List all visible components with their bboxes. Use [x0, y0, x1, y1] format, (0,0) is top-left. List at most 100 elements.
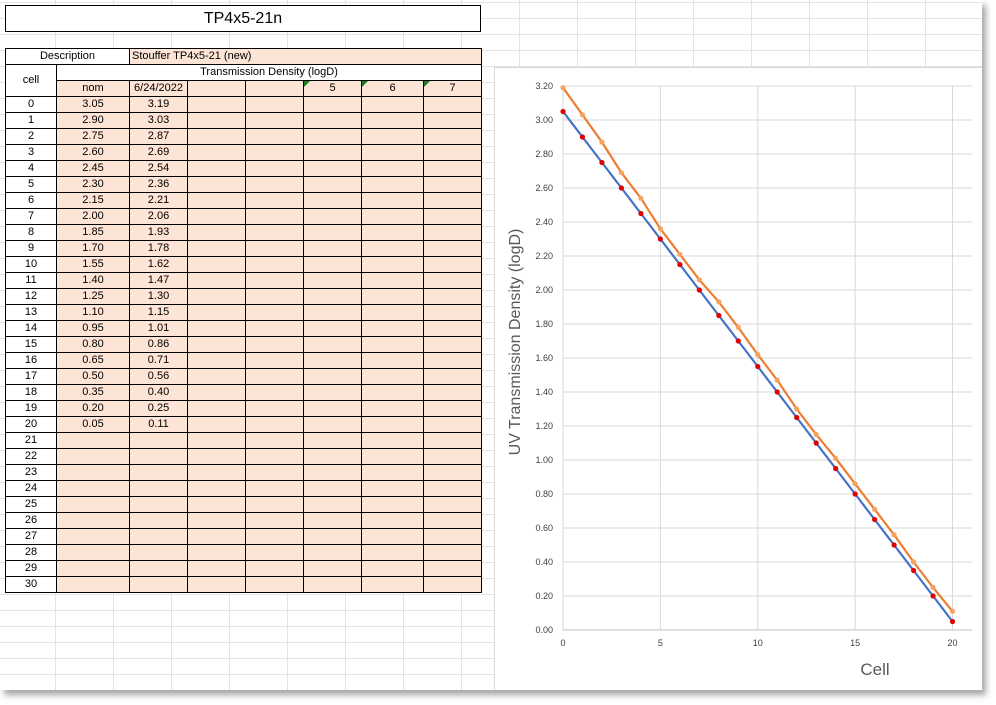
row-empty-cell[interactable]	[303, 384, 362, 401]
series-0-point[interactable]	[833, 465, 839, 472]
row-empty-cell[interactable]	[245, 192, 304, 209]
row-empty-cell[interactable]	[303, 448, 362, 465]
row-empty-cell[interactable]	[187, 304, 246, 321]
row-measured-value[interactable]	[129, 496, 188, 513]
row-empty-cell[interactable]	[361, 464, 424, 481]
row-empty-cell[interactable]	[303, 272, 362, 289]
row-cell-number[interactable]: 24	[5, 480, 57, 497]
row-empty-cell[interactable]	[423, 208, 482, 225]
row-nom-value[interactable]: 1.10	[56, 304, 130, 321]
row-empty-cell[interactable]	[245, 480, 304, 497]
row-measured-value[interactable]: 1.78	[129, 240, 188, 257]
series-1-point[interactable]	[872, 506, 878, 512]
row-empty-cell[interactable]	[303, 496, 362, 513]
row-empty-cell[interactable]	[361, 496, 424, 513]
row-measured-value[interactable]: 1.93	[129, 224, 188, 241]
row-empty-cell[interactable]	[361, 416, 424, 433]
row-empty-cell[interactable]	[361, 512, 424, 529]
series-0-point[interactable]	[638, 210, 644, 217]
row-nom-value[interactable]	[56, 432, 130, 449]
row-nom-value[interactable]: 2.60	[56, 144, 130, 161]
row-empty-cell[interactable]	[245, 512, 304, 529]
row-nom-value[interactable]	[56, 576, 130, 593]
row-empty-cell[interactable]	[245, 432, 304, 449]
row-measured-value[interactable]: 0.86	[129, 336, 188, 353]
row-empty-cell[interactable]	[423, 96, 482, 113]
row-empty-cell[interactable]	[187, 480, 246, 497]
row-empty-cell[interactable]	[423, 576, 482, 593]
row-cell-number[interactable]: 1	[5, 112, 57, 129]
row-measured-value[interactable]: 1.30	[129, 288, 188, 305]
sheet-title[interactable]: TP4x5-21n	[5, 5, 481, 32]
row-empty-cell[interactable]	[361, 320, 424, 337]
row-empty-cell[interactable]	[423, 400, 482, 417]
row-measured-value[interactable]: 0.11	[129, 416, 188, 433]
row-cell-number[interactable]: 6	[5, 192, 57, 209]
row-nom-value[interactable]: 0.80	[56, 336, 130, 353]
row-nom-value[interactable]: 1.40	[56, 272, 130, 289]
row-cell-number[interactable]: 9	[5, 240, 57, 257]
row-empty-cell[interactable]	[423, 192, 482, 209]
row-empty-cell[interactable]	[361, 352, 424, 369]
row-empty-cell[interactable]	[361, 304, 424, 321]
row-empty-cell[interactable]	[423, 272, 482, 289]
series-0-point[interactable]	[774, 389, 780, 395]
row-empty-cell[interactable]	[187, 560, 246, 577]
series-1-point[interactable]	[794, 406, 800, 412]
row-empty-cell[interactable]	[187, 368, 246, 385]
series-0-point[interactable]	[735, 338, 741, 344]
series-1-point[interactable]	[599, 139, 605, 145]
row-nom-value[interactable]: 2.15	[56, 192, 130, 209]
density-chart[interactable]: 0.00 0.20 0.40 0.60 0.80 1.00 1.20 1.40 1.60 1.80…	[494, 67, 982, 690]
row-empty-cell[interactable]	[423, 336, 482, 353]
row-empty-cell[interactable]	[423, 224, 482, 241]
series-0-point[interactable]	[755, 363, 761, 370]
row-nom-value[interactable]: 0.50	[56, 368, 130, 385]
row-empty-cell[interactable]	[303, 528, 362, 545]
row-empty-cell[interactable]	[423, 528, 482, 545]
row-nom-value[interactable]	[56, 528, 130, 545]
row-empty-cell[interactable]	[245, 464, 304, 481]
row-empty-cell[interactable]	[245, 224, 304, 241]
series-0-point[interactable]	[618, 185, 625, 191]
row-empty-cell[interactable]	[187, 128, 246, 145]
row-empty-cell[interactable]	[303, 464, 362, 481]
series-1-point[interactable]	[560, 85, 566, 91]
row-cell-number[interactable]: 11	[5, 272, 57, 289]
row-cell-number[interactable]: 22	[5, 448, 57, 465]
row-empty-cell[interactable]	[187, 576, 246, 593]
row-empty-cell[interactable]	[245, 544, 304, 561]
row-cell-number[interactable]: 28	[5, 544, 57, 561]
series-1-point[interactable]	[716, 299, 722, 305]
row-empty-cell[interactable]	[303, 416, 362, 433]
series-1-point[interactable]	[657, 226, 663, 232]
row-empty-cell[interactable]	[361, 480, 424, 497]
series-1-point[interactable]	[813, 431, 819, 438]
row-cell-number[interactable]: 8	[5, 224, 57, 241]
row-empty-cell[interactable]	[187, 416, 246, 433]
row-empty-cell[interactable]	[303, 320, 362, 337]
row-empty-cell[interactable]	[187, 224, 246, 241]
series-1-point[interactable]	[755, 352, 761, 358]
col-header-nom[interactable]: nom	[56, 80, 130, 97]
row-measured-value[interactable]	[129, 448, 188, 465]
row-empty-cell[interactable]	[361, 240, 424, 257]
row-nom-value[interactable]: 0.20	[56, 400, 130, 417]
row-empty-cell[interactable]	[423, 176, 482, 193]
row-empty-cell[interactable]	[245, 128, 304, 145]
row-nom-value[interactable]	[56, 512, 130, 529]
row-empty-cell[interactable]	[187, 512, 246, 529]
row-empty-cell[interactable]	[187, 144, 246, 161]
row-empty-cell[interactable]	[303, 288, 362, 305]
row-empty-cell[interactable]	[187, 336, 246, 353]
row-empty-cell[interactable]	[245, 528, 304, 545]
row-nom-value[interactable]: 0.35	[56, 384, 130, 401]
row-empty-cell[interactable]	[361, 176, 424, 193]
row-empty-cell[interactable]	[303, 112, 362, 129]
row-empty-cell[interactable]	[245, 256, 304, 273]
row-empty-cell[interactable]	[423, 256, 482, 273]
series-1-point[interactable]	[930, 584, 936, 591]
row-empty-cell[interactable]	[245, 304, 304, 321]
row-empty-cell[interactable]	[361, 336, 424, 353]
row-cell-number[interactable]: 18	[5, 384, 57, 401]
